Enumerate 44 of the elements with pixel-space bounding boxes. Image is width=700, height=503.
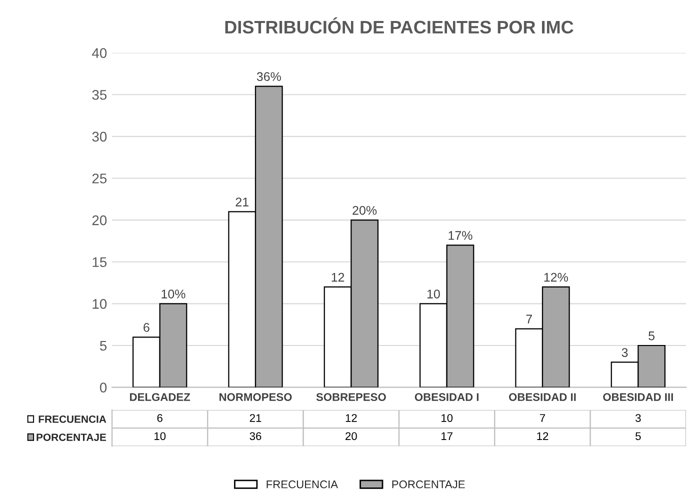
data-label: 12 <box>332 272 344 282</box>
text: 7 <box>540 414 546 422</box>
text: 10 <box>154 432 166 440</box>
data-label: 20% <box>352 206 377 215</box>
text: 21 <box>250 414 262 422</box>
text: 20 <box>346 432 357 440</box>
x-tick-label: DELGADEZ <box>130 393 190 402</box>
legend-label: FRECUENCIA <box>266 480 338 488</box>
text: 10 <box>442 414 453 422</box>
x-tick-label: NORMOPESO <box>220 393 292 402</box>
y-tick-label: 10 <box>92 299 107 309</box>
text: 5 <box>636 432 641 440</box>
data-label: 3 <box>622 348 628 357</box>
data-label: 6 <box>144 323 150 332</box>
text: 17 <box>442 432 452 440</box>
data-label: 7 <box>526 314 532 324</box>
legend-label: PORCENTAJE <box>392 480 465 488</box>
x-tick-label: OBESIDAD I <box>414 393 478 402</box>
text: 3 <box>636 414 641 422</box>
data-label: 10 <box>427 290 440 298</box>
y-tick-label: 5 <box>100 340 107 351</box>
y-tick-label: 20 <box>92 215 107 226</box>
y-tick-label: 25 <box>92 174 107 184</box>
data-label: 21 <box>236 198 248 206</box>
data-label: 17% <box>448 231 472 240</box>
x-tick-label: OBESIDAD III <box>603 393 673 402</box>
x-tick-label: OBESIDAD II <box>509 393 576 402</box>
category-label: FRECUENCIA <box>38 416 106 423</box>
y-tick-label: 35 <box>92 90 107 100</box>
text: 6 <box>157 414 162 422</box>
category-label: PORCENTAJE <box>36 434 106 441</box>
text: 12 <box>346 414 357 422</box>
data-label: 10% <box>162 290 186 298</box>
text: 36 <box>250 432 262 440</box>
y-tick-label: 15 <box>92 257 107 268</box>
y-tick-label: 0 <box>100 382 107 392</box>
text: 12 <box>537 432 548 440</box>
y-tick-label: 30 <box>92 132 107 142</box>
data-label: 12% <box>544 272 568 282</box>
data-label: 36% <box>256 72 281 82</box>
data-label: 5 <box>648 332 655 340</box>
chart-title: DISTRIBUCIÓN DE PACIENTES POR IMC <box>225 17 574 34</box>
y-tick-label: 40 <box>92 48 107 58</box>
x-tick-label: SOBREPESO <box>316 393 386 402</box>
